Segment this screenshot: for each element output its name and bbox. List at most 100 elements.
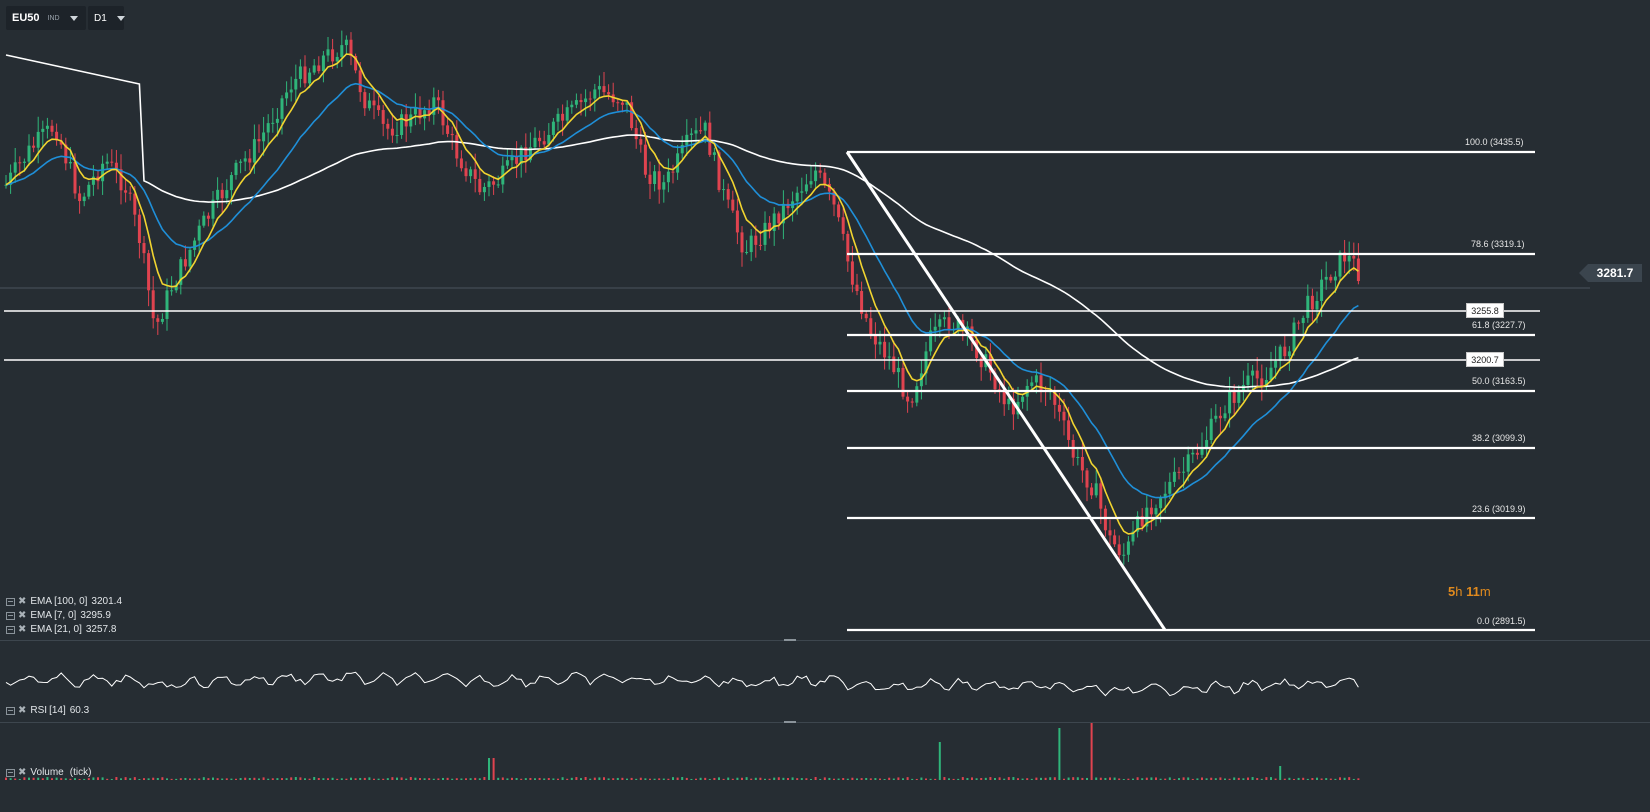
indicator-legend-ema-21[interactable]: ✖ EMA [21, 0] 3257.8	[6, 623, 116, 636]
pane-resize-handle[interactable]	[784, 721, 796, 723]
volume-bar	[1214, 778, 1217, 780]
candle-body	[418, 108, 422, 119]
candle-body	[873, 334, 877, 345]
ema-7-line	[5, 53, 1359, 535]
volume-bar	[1026, 778, 1029, 780]
volume-bar	[1072, 777, 1075, 780]
volume-bar	[961, 777, 964, 780]
pane-resize-handle[interactable]	[784, 639, 796, 641]
volume-bar	[133, 777, 136, 780]
candle-body	[758, 244, 762, 246]
settings-icon[interactable]	[6, 625, 15, 634]
volume-bar	[718, 777, 720, 780]
symbol-selector[interactable]: EU50 IND	[6, 6, 86, 30]
volume-bar	[1173, 778, 1176, 780]
candle-body	[423, 110, 427, 119]
volume-bar	[313, 777, 316, 780]
settings-icon[interactable]	[6, 768, 15, 777]
settings-icon[interactable]	[6, 611, 15, 620]
candle-body	[745, 252, 749, 254]
indicator-params: [21, 0]	[54, 624, 82, 635]
volume-bar	[644, 778, 647, 780]
candle-body	[1301, 317, 1305, 324]
candle-body	[312, 65, 316, 73]
close-icon[interactable]: ✖	[18, 610, 27, 621]
volume-bar	[966, 778, 969, 780]
volume-bar	[764, 778, 766, 780]
fib-label-78-6: 78.6 (3319.1)	[1471, 239, 1525, 249]
close-icon[interactable]: ✖	[18, 705, 27, 716]
volume-bar	[37, 777, 40, 780]
volume-bar	[235, 778, 237, 780]
volume-bar	[391, 777, 394, 780]
indicator-legend-ema-7[interactable]: ✖ EMA [7, 0] 3295.9	[6, 609, 111, 622]
volume-bar	[368, 777, 371, 780]
volume-bar	[51, 778, 53, 780]
candle-body	[78, 193, 82, 202]
volume-bar	[1109, 777, 1111, 780]
candle-body	[427, 110, 431, 115]
volume-bar	[23, 777, 26, 780]
level-tag-3255[interactable]: 3255.8	[1466, 303, 1504, 318]
candle-body	[1007, 398, 1011, 405]
volume-bar	[575, 777, 578, 780]
settings-icon[interactable]	[6, 597, 15, 606]
candle-body	[846, 233, 850, 262]
volume-bar	[1339, 777, 1341, 780]
candle-body	[1287, 351, 1291, 357]
timeframe-selector[interactable]: D1	[88, 6, 125, 30]
indicator-legend-ema-100[interactable]: ✖ EMA [100, 0] 3201.4	[6, 595, 122, 608]
candle-body	[1347, 255, 1351, 262]
volume-bar	[653, 778, 656, 780]
volume-bar	[1076, 777, 1079, 780]
volume-bar	[635, 778, 638, 780]
candle-body	[363, 92, 367, 109]
volume-bar	[750, 778, 753, 780]
indicator-name: EMA	[30, 596, 53, 607]
settings-icon[interactable]	[6, 706, 15, 715]
volume-bar	[593, 777, 596, 780]
volume-bar	[396, 777, 398, 780]
volume-bar	[9, 778, 12, 780]
volume-bar	[1297, 777, 1300, 780]
candle-body	[280, 98, 284, 119]
volume-bar	[1159, 778, 1162, 780]
indicator-legend-rsi[interactable]: ✖ RSI [14] 60.3	[6, 704, 89, 717]
candle-body	[837, 204, 841, 218]
volume-bar	[28, 777, 30, 780]
current-price-tag: 3281.7	[1579, 264, 1642, 282]
candle-body	[804, 184, 808, 192]
indicator-value: 3201.4	[91, 596, 123, 607]
candle-body	[689, 133, 693, 135]
volume-bar	[1122, 778, 1125, 780]
volume-bar	[626, 778, 628, 780]
fib-label-61-8: 61.8 (3227.7)	[1472, 320, 1526, 330]
volume-bar	[529, 777, 532, 780]
candle-body	[869, 318, 873, 335]
volume-bar	[258, 778, 260, 780]
candle-body	[1191, 452, 1195, 455]
volume-bar	[580, 778, 582, 780]
indicator-legend-volume[interactable]: ✖ Volume (tick)	[6, 766, 91, 779]
candle-body	[400, 114, 404, 136]
volume-bar	[106, 778, 109, 780]
rsi-path	[5, 671, 1359, 697]
volume-bar	[998, 777, 1001, 780]
close-icon[interactable]: ✖	[18, 596, 27, 607]
candle-body	[436, 97, 440, 101]
close-icon[interactable]: ✖	[18, 624, 27, 635]
candle-body	[768, 222, 772, 232]
volume-bar	[524, 778, 527, 780]
volume-bar	[304, 778, 306, 780]
candle-countdown: 5h 11m	[1448, 584, 1491, 599]
rsi-line	[5, 671, 1359, 697]
volume-bar	[147, 778, 150, 780]
volume-bar	[414, 777, 417, 780]
volume-bar	[1279, 766, 1282, 780]
volume-bar	[340, 778, 343, 780]
volume-bar	[221, 778, 224, 780]
close-icon[interactable]: ✖	[18, 767, 27, 778]
level-tag-3200[interactable]: 3200.7	[1466, 352, 1504, 367]
volume-bar	[1224, 778, 1226, 780]
